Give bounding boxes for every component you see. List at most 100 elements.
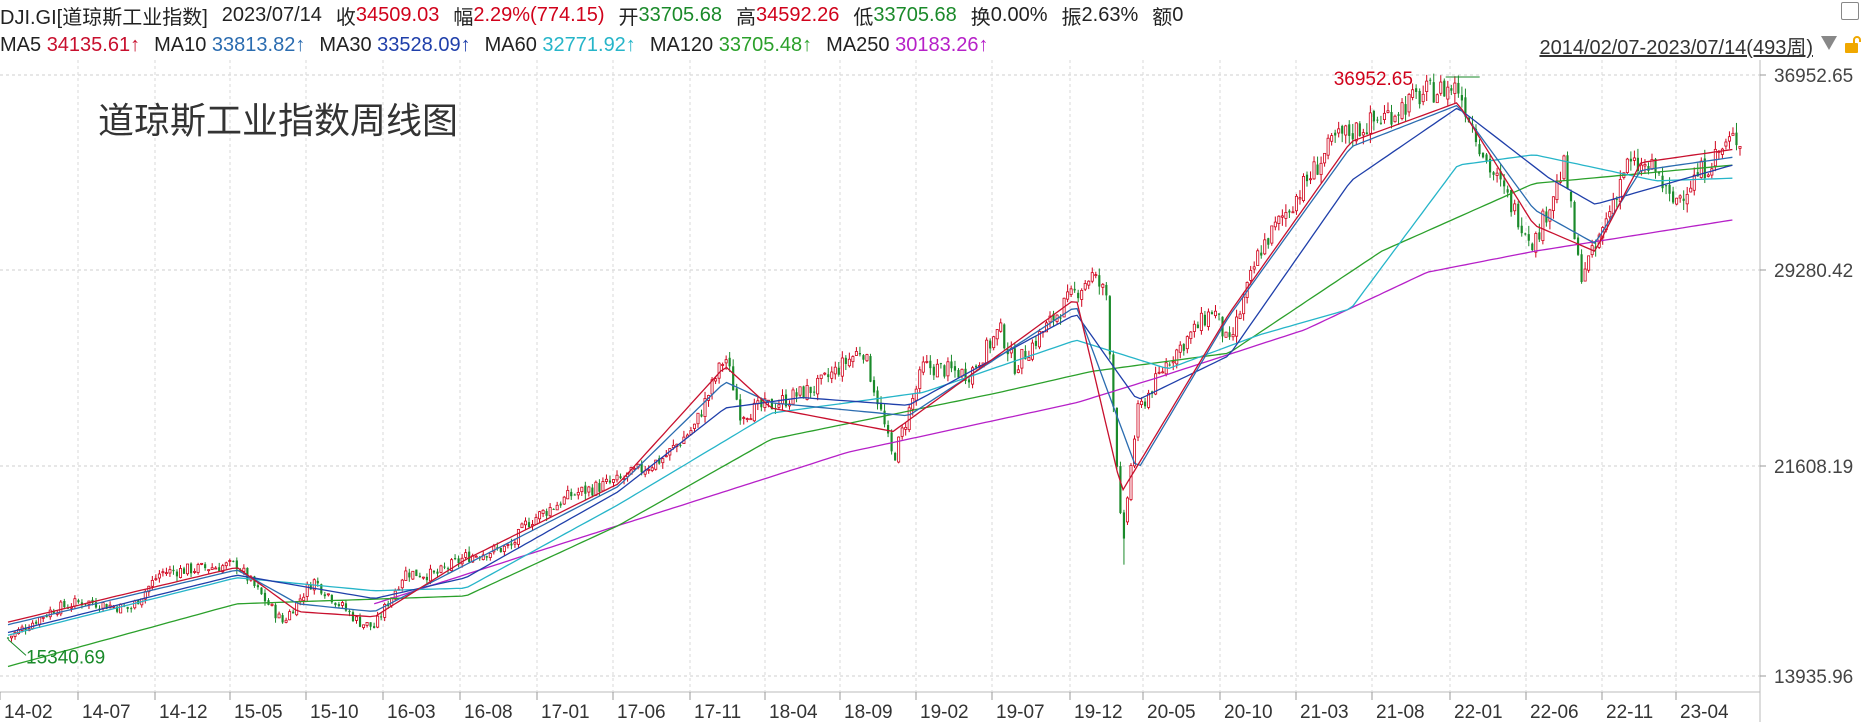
candle-body [897, 436, 901, 463]
candle-body [1154, 373, 1158, 395]
candle-body [1608, 211, 1612, 218]
candle-body [1517, 203, 1520, 228]
candle-body [555, 504, 559, 511]
x-tick-label: 22-11 [1606, 702, 1653, 722]
candle-body [1270, 225, 1274, 244]
candle-body [425, 576, 429, 581]
candle-body [464, 552, 468, 558]
candle-body [242, 567, 246, 572]
candle-body [1727, 136, 1731, 142]
x-tick-label: 18-09 [844, 702, 893, 722]
candle-body [277, 613, 281, 619]
candle-body [921, 361, 925, 373]
candle-body [380, 616, 383, 618]
candle-body [1206, 311, 1210, 327]
candle-body [1524, 233, 1527, 235]
candle-body [1260, 252, 1263, 256]
candle-body [1048, 315, 1052, 323]
close-window-icon[interactable] [1841, 2, 1859, 20]
candle-body [404, 570, 408, 581]
candle-body [1672, 191, 1675, 203]
candle-body [157, 573, 161, 579]
candle-body [1344, 125, 1348, 136]
candle-body [1136, 403, 1140, 438]
x-tick-label: 19-02 [920, 702, 969, 722]
open-label: 开 [618, 6, 639, 29]
candle-body [1003, 324, 1006, 349]
candle-body [538, 511, 542, 520]
candle-body [1199, 312, 1203, 331]
candle-body [999, 322, 1003, 332]
candle-body [594, 481, 598, 496]
candle-body [1382, 112, 1386, 120]
candle-body [703, 398, 707, 418]
close-label: 收 [335, 6, 356, 29]
candle-body [270, 603, 274, 606]
candle-body [334, 602, 337, 606]
candle-body [1390, 112, 1393, 125]
candle-body [935, 363, 939, 378]
candle-body [869, 356, 872, 382]
candle-body [1045, 322, 1048, 333]
candle-body [816, 377, 820, 395]
candle-body [239, 569, 242, 572]
candle-body [1034, 340, 1038, 346]
ma-line-ma10 [7, 104, 1733, 626]
candle-body [1685, 193, 1689, 205]
candle-body [1213, 310, 1217, 317]
candle-body [879, 402, 883, 410]
candle-body [1267, 238, 1270, 245]
candle-body [1231, 334, 1235, 338]
candle-body [253, 576, 256, 586]
ma120-value: 33705.48↑ [718, 33, 813, 56]
candle-body [1699, 160, 1703, 178]
candle-body [41, 616, 45, 619]
x-tick-label: 16-03 [387, 702, 436, 722]
x-tick-label: 17-01 [541, 702, 590, 722]
candle-body [1291, 211, 1295, 214]
amount-value: 0 [1172, 3, 1184, 26]
candle-body [154, 578, 158, 581]
candle-body [932, 366, 935, 376]
candle-body [1538, 232, 1541, 240]
candle-body [1541, 210, 1545, 241]
candle-body [221, 565, 225, 573]
candle-body [150, 580, 154, 587]
candle-body [298, 598, 302, 602]
candle-body [1323, 152, 1327, 164]
candle-body [1337, 128, 1341, 134]
candle-body [1288, 210, 1291, 213]
candle-body [1301, 176, 1305, 201]
candle-body [1161, 371, 1165, 374]
candle-body [116, 606, 119, 612]
x-tick-label: 15-10 [310, 702, 359, 722]
candle-body [1580, 254, 1583, 283]
candle-body [1618, 179, 1622, 202]
candle-body [1316, 164, 1319, 175]
candle-body [73, 598, 77, 607]
candle-body [228, 560, 232, 562]
x-tick-label: 14-12 [159, 702, 208, 722]
candlestick-chart[interactable]: 14-02 14-07 14-12 15-05 15-10 16-03 16-08 17-01… [0, 60, 1869, 722]
candle-body [1566, 155, 1569, 189]
candle-body [1326, 137, 1330, 156]
candle-body [1407, 93, 1411, 113]
candle-body [1421, 93, 1425, 103]
candle-body [418, 575, 421, 578]
date-range-selector[interactable]: 2014/02/07-2023/07/14(493周) [1539, 31, 1813, 60]
candle-body [604, 478, 608, 482]
quote-bar: DJI.GI[道琼斯工业指数] 2023/07/14 收 34509.03 幅 2.… [0, 0, 1869, 30]
candle-body [436, 571, 439, 574]
candle-body [1112, 354, 1115, 407]
candle-body [1238, 313, 1242, 319]
dropdown-triangle-icon[interactable] [1821, 36, 1837, 50]
candle-body [1108, 296, 1111, 355]
candle-body [739, 399, 742, 421]
candle-body [886, 425, 890, 434]
candle-body [1027, 357, 1031, 361]
candle-body [63, 600, 66, 608]
lock-icon[interactable] [1843, 36, 1863, 54]
candle-body [172, 569, 175, 572]
x-tick-label: 18-04 [769, 702, 818, 722]
candle-body [1435, 94, 1439, 104]
